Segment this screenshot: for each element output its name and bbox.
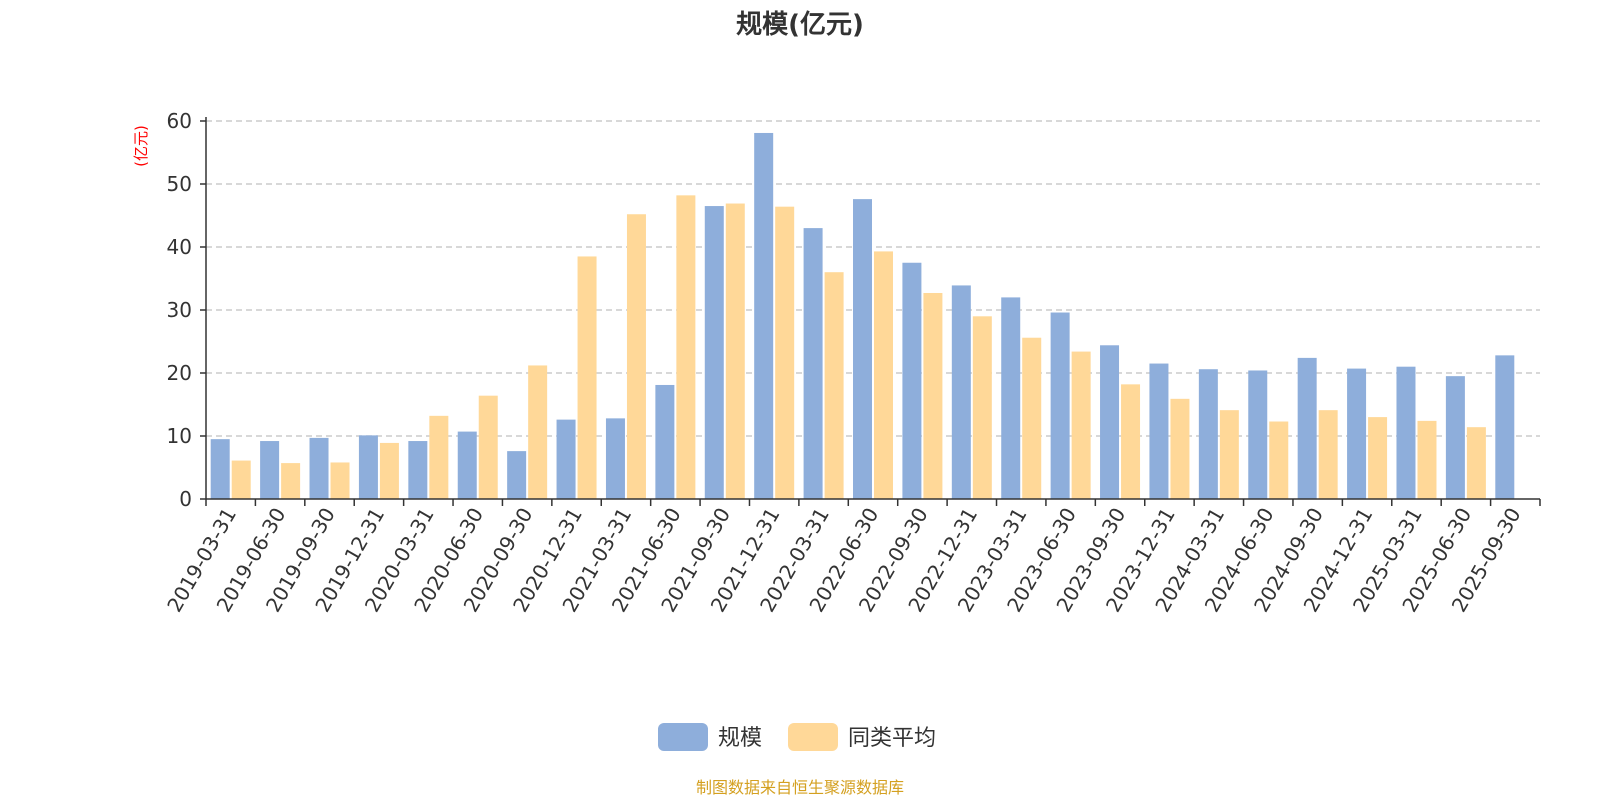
legend-swatch-peer-average	[788, 723, 838, 751]
bar-peer-average	[626, 214, 646, 500]
bar-scale	[1347, 368, 1367, 499]
bars	[210, 132, 1515, 500]
bar-scale	[853, 199, 872, 499]
bar-scale	[704, 206, 724, 500]
y-tick-label: 50	[167, 172, 192, 196]
y-tick-label: 10	[167, 424, 192, 448]
y-tick-label: 30	[167, 298, 192, 322]
bar-peer-average	[281, 463, 301, 499]
bar-peer-average	[478, 395, 498, 499]
bar-peer-average	[1071, 351, 1091, 499]
data-source-note: 制图数据来自恒生聚源数据库	[696, 778, 904, 797]
bar-peer-average	[1121, 384, 1141, 499]
bar-scale	[754, 132, 774, 499]
legend: 规模 同类平均	[658, 723, 936, 751]
bar-scale	[1396, 366, 1416, 499]
bar-peer-average	[231, 460, 251, 499]
bar-peer-average	[972, 316, 992, 499]
bar-peer-average	[1368, 417, 1388, 499]
y-tick-label: 40	[167, 235, 192, 259]
bar-peer-average	[1269, 421, 1289, 499]
bar-scale	[1445, 376, 1465, 499]
bar-scale	[902, 262, 922, 499]
bar-peer-average	[528, 365, 548, 499]
bar-scale	[655, 384, 675, 499]
bar-scale	[1149, 363, 1169, 499]
bar-scale	[803, 228, 823, 499]
bar-peer-average	[1417, 420, 1437, 499]
bar-peer-average	[775, 206, 795, 499]
bar-peer-average	[330, 462, 350, 499]
y-tick-label: 20	[167, 361, 192, 385]
axes: 01020304050602019-03-312019-06-302019-09…	[162, 109, 1541, 616]
bar-scale	[556, 419, 576, 499]
bar-peer-average	[824, 272, 844, 499]
y-tick-label: 60	[167, 109, 192, 133]
bar-scale	[210, 439, 230, 499]
legend-label-peer-average: 同类平均	[848, 726, 936, 751]
bar-peer-average	[379, 442, 399, 499]
bar-scale	[1248, 370, 1268, 499]
bar-peer-average	[676, 195, 696, 499]
bar-scale	[457, 431, 477, 499]
bar-scale	[260, 441, 280, 499]
bar-scale	[1100, 345, 1120, 499]
bar-scale	[1001, 297, 1021, 499]
bar-scale	[358, 435, 378, 499]
bar-scale	[605, 418, 625, 499]
bar-peer-average	[725, 203, 745, 499]
bar-peer-average	[1219, 410, 1239, 499]
legend-swatch-scale	[658, 723, 708, 751]
bar-peer-average	[577, 256, 597, 499]
bar-scale	[408, 441, 428, 499]
bar-peer-average	[1170, 398, 1190, 499]
bar-scale	[951, 285, 971, 499]
bar-scale	[1495, 355, 1515, 499]
bar-peer-average	[874, 251, 893, 499]
chart-title: 规模(亿元)	[736, 10, 864, 40]
bar-scale	[1198, 369, 1218, 499]
bar-peer-average	[1022, 337, 1042, 499]
y-axis-unit-label: (亿元)	[132, 125, 150, 167]
bar-scale	[1050, 312, 1070, 499]
bar-peer-average	[1466, 427, 1486, 499]
bar-peer-average	[1318, 410, 1338, 499]
legend-label-scale: 规模	[718, 726, 762, 751]
y-tick-label: 0	[179, 487, 192, 511]
bar-scale	[1297, 357, 1317, 499]
grid-lines	[206, 120, 1540, 437]
bar-scale	[507, 451, 527, 499]
bar-scale	[309, 437, 329, 499]
bar-peer-average	[429, 415, 449, 499]
bar-peer-average	[923, 292, 943, 499]
